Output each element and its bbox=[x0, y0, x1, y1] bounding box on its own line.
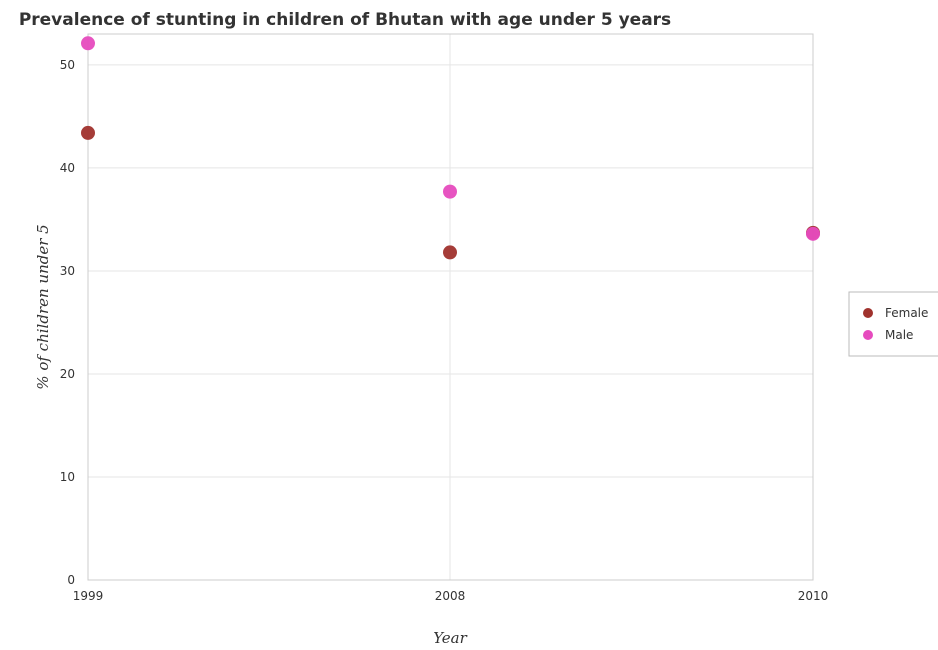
x-tick-label: 1999 bbox=[73, 589, 104, 603]
x-axis-ticks: 1999 2008 2010 bbox=[73, 589, 829, 603]
y-tick-label: 0 bbox=[67, 573, 75, 587]
legend: Female Male bbox=[848, 291, 938, 357]
y-tick-label: 30 bbox=[60, 264, 75, 278]
data-points bbox=[81, 36, 820, 260]
legend-label-male: Male bbox=[885, 328, 913, 342]
x-tick-label: 2010 bbox=[798, 589, 829, 603]
x-axis-label: Year bbox=[433, 629, 467, 647]
y-tick-label: 40 bbox=[60, 161, 75, 175]
x-tick-label: 2008 bbox=[435, 589, 466, 603]
grid bbox=[87, 34, 814, 581]
y-tick-label: 20 bbox=[60, 367, 75, 381]
y-tick-label: 10 bbox=[60, 470, 75, 484]
point-female-1999 bbox=[81, 125, 95, 140]
legend-marker-female bbox=[863, 308, 873, 318]
legend-label-female: Female bbox=[885, 306, 928, 320]
plot-area bbox=[87, 33, 814, 581]
point-female-2008 bbox=[443, 245, 457, 260]
legend-box bbox=[848, 291, 938, 357]
y-axis-label: % of children under 5 bbox=[34, 224, 52, 389]
chart-title: Prevalence of stunting in children of Bh… bbox=[19, 10, 671, 30]
point-male-2008 bbox=[443, 184, 457, 199]
legend-marker-male bbox=[863, 330, 873, 340]
y-tick-label: 50 bbox=[60, 58, 75, 72]
point-male-1999 bbox=[81, 36, 95, 51]
y-axis-ticks: 0 10 20 30 40 50 bbox=[60, 58, 75, 587]
point-male-2010 bbox=[806, 226, 820, 241]
